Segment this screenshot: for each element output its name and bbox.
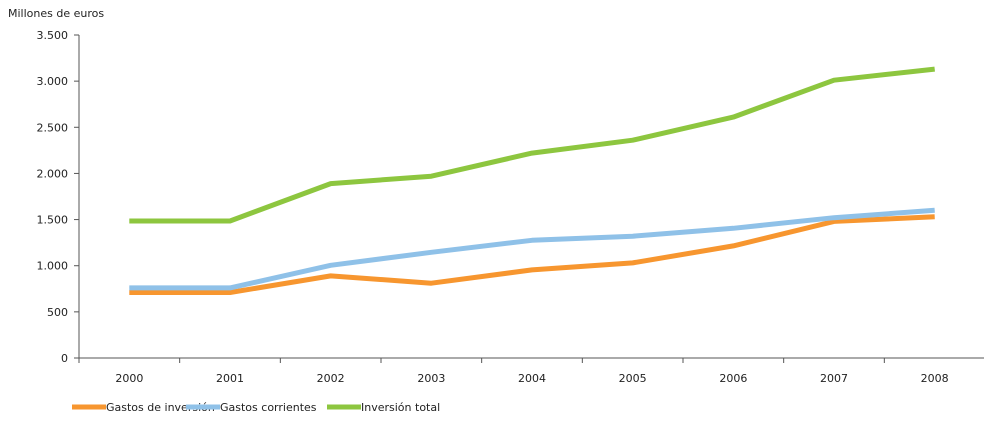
x-tick-label: 2004 [518,372,546,385]
series-line-3 [129,69,934,221]
series-line-2 [129,210,934,288]
y-tick-label: 500 [47,306,68,319]
x-tick-label: 2008 [921,372,949,385]
y-tick-label: 3.000 [37,75,69,88]
x-tick-label: 2006 [719,372,747,385]
legend-label: Inversión total [361,401,440,414]
y-tick-label: 0 [61,352,68,365]
y-axis-ticks: 0 500 1.000 1.500 2.000 2.500 3.000 3.500 [37,29,80,365]
y-tick-label: 1.500 [37,214,69,227]
y-tick-label: 1.000 [37,260,69,273]
x-tick-label: 2003 [417,372,445,385]
x-tick-label: 2002 [317,372,345,385]
axes [79,35,984,358]
y-axis-title: Millones de euros [8,7,104,20]
x-tick-label: 2005 [619,372,647,385]
x-axis-ticks: 2000 2001 2002 2003 2004 2005 2006 2007 2008 [79,358,984,385]
x-tick-label: 2007 [820,372,848,385]
series-lines [129,69,935,293]
y-tick-label: 2.000 [37,167,69,180]
x-tick-label: 2001 [216,372,244,385]
y-tick-label: 2.500 [37,121,69,134]
x-tick-label: 2000 [115,372,143,385]
legend-label: Gastos corrientes [220,401,317,414]
legend-item: Inversión total [327,401,440,414]
y-tick-label: 3.500 [37,29,69,42]
